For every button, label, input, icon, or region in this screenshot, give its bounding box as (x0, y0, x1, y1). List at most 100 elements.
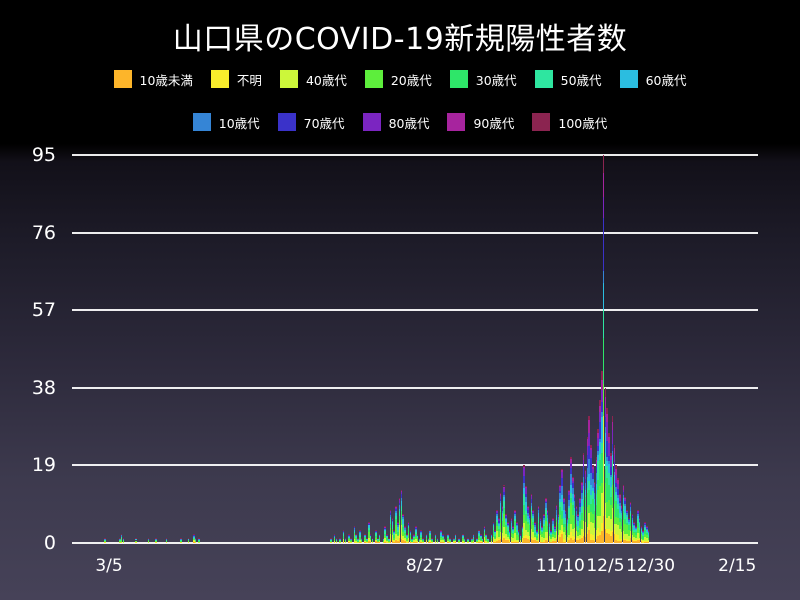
bar-segment (588, 420, 590, 433)
bar-segment (525, 493, 527, 498)
bar-column (561, 469, 563, 543)
legend-item-20歳代[interactable]: 20歳代 (364, 70, 432, 89)
bar-segment (514, 541, 516, 543)
bar-segment (557, 528, 560, 535)
bar-segment (640, 530, 643, 534)
bar-segment (552, 537, 554, 540)
legend: 10歳未満 不明 40歳代 20歳代 30歳代 50歳代 60歳代 10歳代 70歳代 80歳代… (0, 66, 800, 135)
bar-segment (626, 539, 628, 541)
bar-segment (544, 498, 547, 500)
bar-segment (476, 538, 478, 540)
bar-segment (526, 505, 529, 507)
bar-segment (622, 494, 625, 498)
bar-segment (629, 507, 632, 511)
bar-segment (609, 496, 612, 506)
bar-segment (579, 534, 581, 539)
bar-segment (118, 539, 121, 541)
bar-segment (402, 515, 404, 517)
bar-segment (180, 540, 182, 542)
bar-segment (359, 536, 361, 540)
legend-item-100歳代[interactable]: 100歳代 (532, 113, 607, 132)
legend-item-70歳代[interactable]: 70歳代 (277, 113, 345, 132)
bar-segment (447, 536, 450, 538)
bar-segment (618, 505, 621, 513)
bar-segment (609, 536, 612, 543)
legend-item-90歳代[interactable]: 90歳代 (447, 113, 514, 132)
bar-segment (570, 458, 572, 464)
bar-segment (507, 537, 509, 539)
legend-item-30歳代[interactable]: 30歳代 (449, 70, 517, 89)
bar-segment (507, 535, 509, 538)
bar-segment (579, 528, 581, 535)
bar-segment (400, 492, 403, 495)
bar-segment (615, 523, 617, 535)
bar-segment (147, 541, 150, 543)
legend-item-80歳代[interactable]: 80歳代 (362, 113, 429, 132)
bar-segment (467, 540, 469, 542)
legend-item-40歳代[interactable]: 40歳代 (279, 70, 347, 89)
bar-segment (528, 515, 531, 517)
legend-item-不明[interactable]: 不明 (210, 70, 262, 89)
bar-segment (368, 541, 370, 543)
bar-segment (561, 510, 563, 519)
bar-segment (595, 466, 598, 474)
bar-segment (521, 528, 524, 530)
bar-segment (490, 541, 493, 543)
bar-segment (360, 540, 363, 542)
bar-segment (505, 513, 507, 515)
bar-segment (604, 433, 607, 454)
bar-segment (523, 466, 525, 469)
bar-segment (120, 535, 123, 537)
bar-segment (559, 487, 561, 492)
legend-item-50歳代[interactable]: 50歳代 (534, 70, 602, 89)
bar-segment (391, 517, 394, 519)
bar-column (579, 497, 581, 543)
bar-segment (104, 537, 107, 539)
bar-segment (618, 528, 621, 539)
bar-segment (391, 520, 394, 523)
bar-segment (348, 533, 350, 535)
bar-segment (505, 539, 507, 541)
bar-segment (395, 539, 397, 543)
bar-segment (564, 509, 567, 511)
bar-segment (333, 541, 336, 543)
bar-segment (384, 534, 386, 537)
page-title: 山口県のCOVID-19新規陽性者数 (172, 22, 628, 57)
bar-segment (384, 531, 386, 535)
bar-segment (393, 540, 395, 542)
bar-segment (642, 532, 645, 534)
bar-segment (638, 523, 641, 527)
bar-segment (454, 540, 457, 542)
bar-segment (637, 527, 639, 534)
bar-segment (447, 539, 450, 542)
bar-segment (559, 506, 561, 515)
legend-item-60歳代[interactable]: 60歳代 (619, 70, 686, 89)
bar-segment (561, 531, 563, 534)
bar-segment (523, 538, 525, 543)
bar-segment (395, 513, 397, 517)
bar-column (541, 525, 543, 543)
bar-segment (539, 520, 542, 522)
bar-segment (564, 524, 567, 531)
bar-segment (499, 536, 502, 539)
gridline (72, 464, 758, 467)
bar-segment (366, 539, 368, 541)
legend-item-10歳未満[interactable]: 10歳未満 (113, 70, 193, 89)
bar-segment (360, 538, 363, 540)
bar-segment (548, 536, 551, 541)
bar-column (434, 533, 437, 543)
bar-segment (615, 487, 617, 492)
bar-segment (622, 486, 625, 490)
bar-segment (534, 530, 536, 534)
bar-segment (647, 533, 650, 536)
bar-segment (165, 539, 168, 541)
bar-segment (463, 541, 466, 543)
bar-segment (570, 498, 572, 504)
bar-segment (458, 538, 460, 540)
bar-column (357, 537, 359, 543)
legend-item-10歳代[interactable]: 10歳代 (192, 113, 260, 132)
bar-segment (147, 539, 150, 541)
bar-column (429, 529, 432, 543)
bar-segment (599, 438, 601, 443)
bar-column (624, 497, 626, 543)
